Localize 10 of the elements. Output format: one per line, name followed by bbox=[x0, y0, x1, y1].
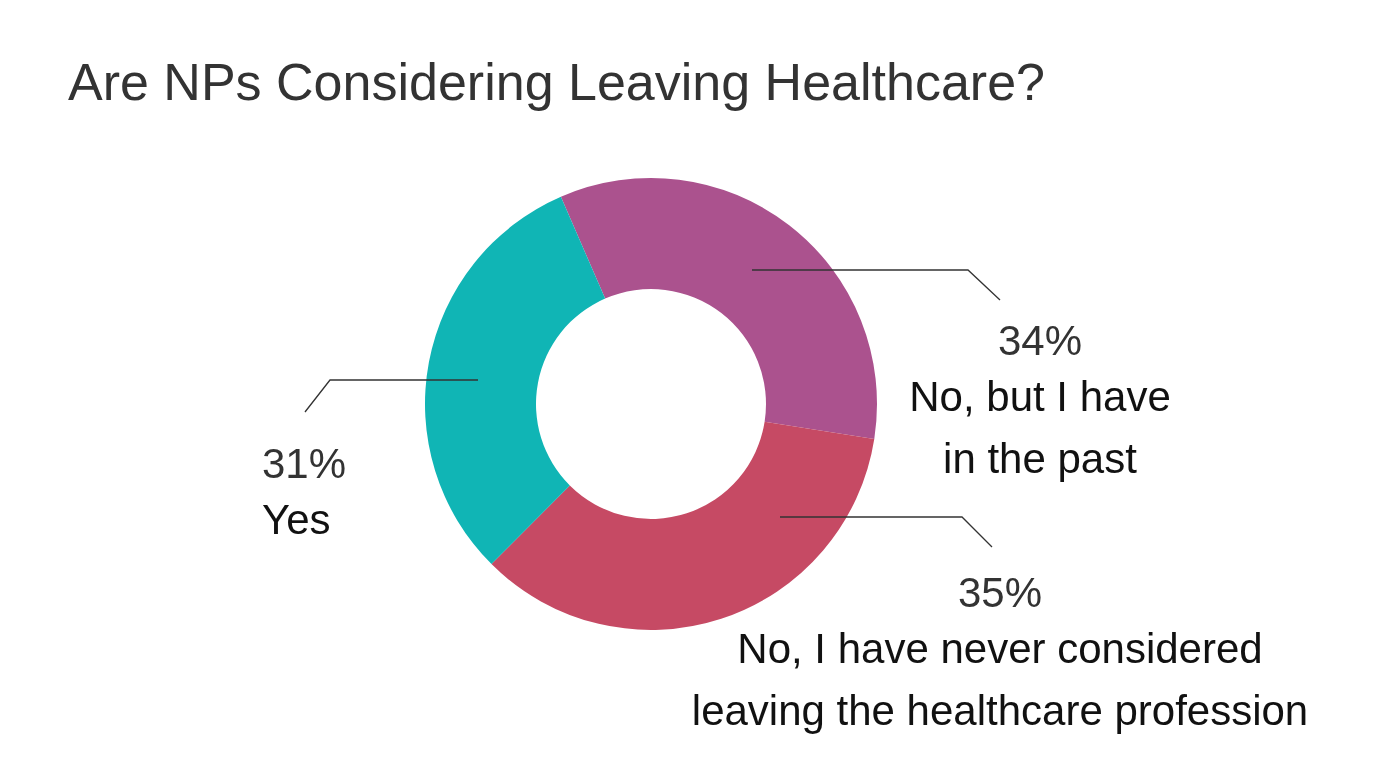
donut-slice bbox=[491, 421, 875, 630]
slice-label: No, I have never considered leaving the healthcare profession bbox=[691, 625, 1309, 734]
data-label: 35% bbox=[957, 569, 1043, 616]
donut-slice bbox=[560, 178, 877, 439]
donut-slice bbox=[425, 196, 606, 565]
data-label: 31% bbox=[262, 440, 347, 487]
slice-label: No, but I have in the past bbox=[909, 373, 1171, 482]
data-label: 34% bbox=[997, 317, 1083, 364]
slice-label: Yes bbox=[262, 496, 331, 543]
chart-title: Are NPs Considering Leaving Healthcare? bbox=[68, 53, 1045, 111]
